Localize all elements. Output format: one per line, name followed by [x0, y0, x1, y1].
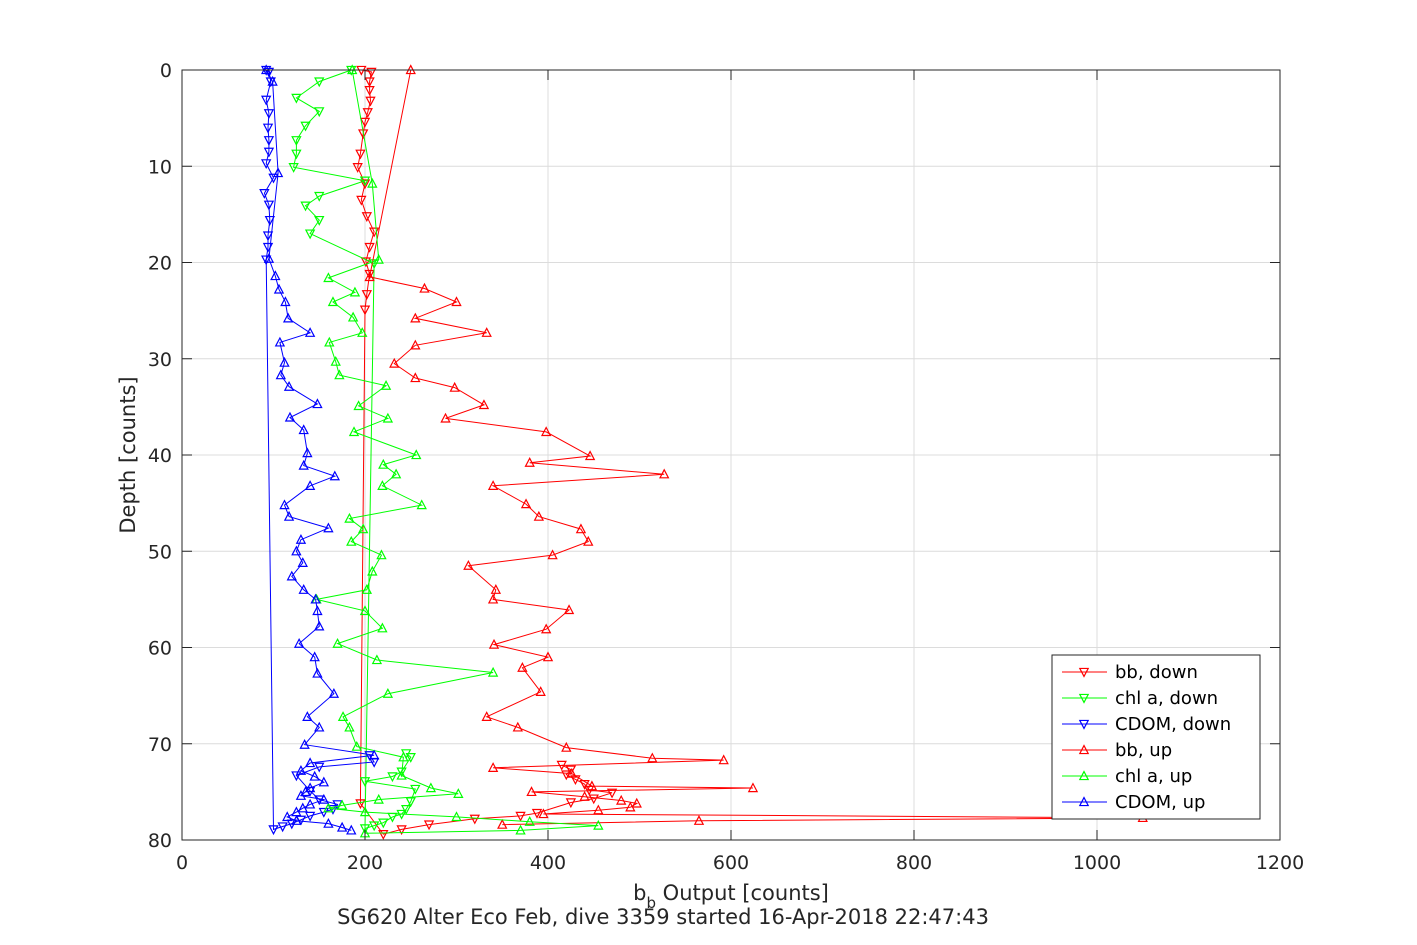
x-tick-label: 0	[176, 852, 188, 874]
x-tick-label: 800	[896, 852, 932, 874]
x-tick-label: 200	[347, 852, 383, 874]
y-tick-label: 50	[148, 541, 172, 563]
x-axis-label-rest: Output [counts]	[656, 881, 829, 905]
y-tick-label: 20	[148, 253, 172, 275]
legend-label: chl a, down	[1115, 688, 1218, 709]
y-tick-label: 80	[148, 830, 172, 852]
y-tick-label: 40	[148, 445, 172, 467]
x-axis-label-main: b	[633, 881, 646, 905]
legend-label: CDOM, up	[1115, 792, 1205, 813]
legend-label: chl a, up	[1115, 766, 1192, 787]
y-axis-label: Depth [counts]	[116, 376, 140, 533]
y-tick-label: 60	[148, 638, 172, 660]
x-tick-label: 1200	[1256, 852, 1304, 874]
chart-subtitle: SG620 Alter Eco Feb, dive 3359 started 1…	[337, 905, 989, 929]
x-tick-label: 600	[713, 852, 749, 874]
legend-label: bb, up	[1115, 740, 1172, 761]
x-tick-label: 400	[530, 852, 566, 874]
legend: bb, down chl a, down CDOM, down bb, up chl a…	[1052, 655, 1260, 819]
x-tick-label: 1000	[1073, 852, 1121, 874]
y-tick-label: 70	[148, 734, 172, 756]
legend-label: CDOM, down	[1115, 714, 1231, 735]
y-tick-label: 30	[148, 349, 172, 371]
y-tick-label: 0	[160, 60, 172, 82]
y-tick-label: 10	[148, 156, 172, 178]
legend-label: bb, down	[1115, 662, 1198, 683]
